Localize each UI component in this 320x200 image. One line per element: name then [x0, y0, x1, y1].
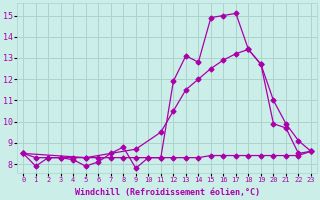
X-axis label: Windchill (Refroidissement éolien,°C): Windchill (Refroidissement éolien,°C) — [75, 188, 260, 197]
